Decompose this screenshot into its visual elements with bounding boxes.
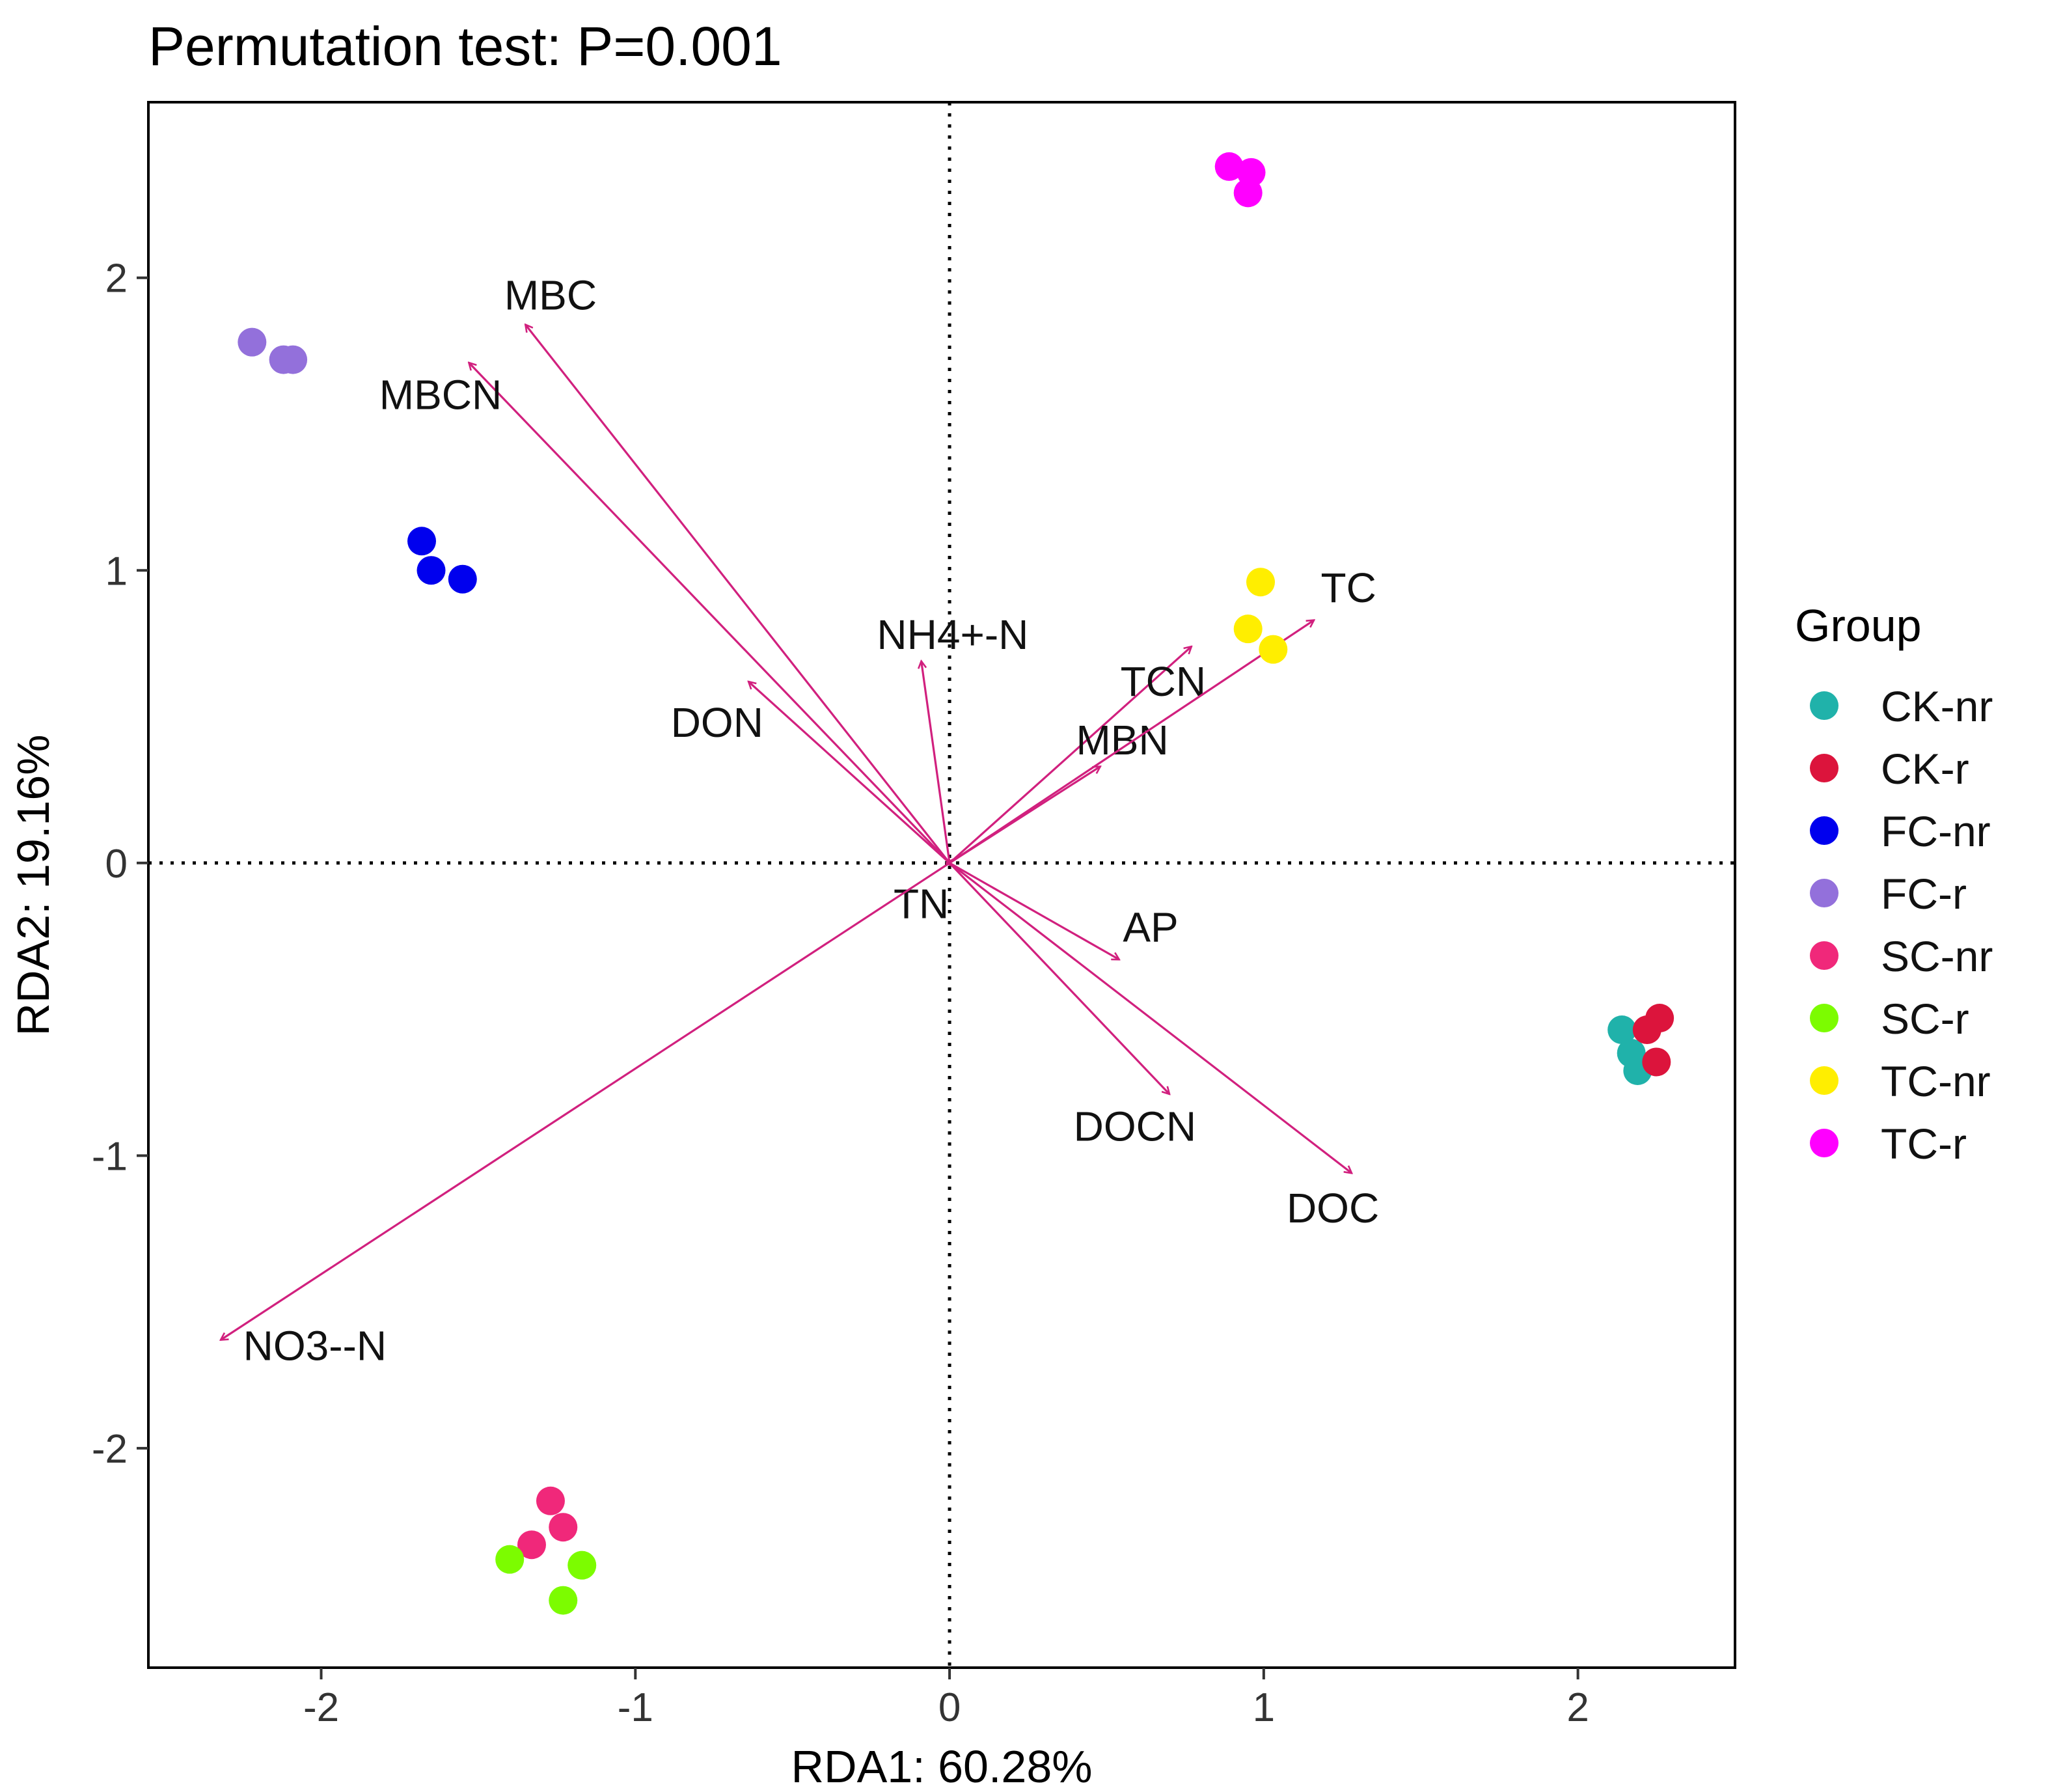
arrow-label-ap: AP [1123,904,1178,951]
x-axis-label: RDA1: 60.28% [791,1741,1092,1792]
y-axis-label: RDA2: 19.16% [8,734,59,1036]
arrow-mbc [525,325,951,864]
legend-key-sc-nr [1810,941,1838,970]
point-ck-r [1642,1047,1671,1077]
arrow-label-mbcn: MBCN [379,372,502,419]
point-fc-r [238,327,267,357]
legend-label-fc-nr: FC-nr [1881,807,1991,855]
legend-key-fc-nr [1810,816,1838,845]
point-tc-nr [1259,635,1288,664]
legend-label-tc-nr: TC-nr [1881,1057,1991,1105]
arrow-label-don: DON [671,699,763,746]
point-tc-r [1233,178,1263,208]
point-tc-nr [1233,614,1263,644]
legend-key-fc-r [1810,879,1838,907]
arrow-label-mbc: MBC [504,272,597,319]
environment-arrows: MBC MBCN NH4+-N DON TCN MBN TC TN AP DOCN DOC NO3--… [221,272,1379,1370]
arrow-doc [949,862,1352,1174]
arrow-tc [949,620,1314,864]
point-sc-nr [517,1530,546,1560]
arrow-mbcn [469,363,951,864]
arrow-ap [949,862,1119,961]
legend-key-tc-r [1810,1129,1838,1157]
point-fc-r [279,345,308,374]
x-tick-label: 2 [1566,1685,1589,1730]
y-tick-label: -2 [92,1427,128,1472]
arrow-docn [948,862,1169,1094]
y-tick-label: 1 [105,549,128,594]
legend-label-sc-r: SC-r [1881,995,1969,1043]
point-ck-r [1632,1015,1661,1045]
arrow-tcn [949,646,1192,864]
legend-key-ck-r [1810,754,1838,782]
point-fc-nr [417,556,446,585]
point-fc-nr [448,564,477,594]
legend-label-ck-r: CK-r [1881,745,1969,793]
point-sc-r [549,1586,578,1615]
x-tick-label: -2 [303,1685,339,1730]
point-sc-nr [549,1513,578,1542]
point-tc-nr [1246,568,1276,597]
point-fc-nr [407,527,437,556]
arrow-label-docn: DOCN [1074,1103,1196,1150]
y-tick-label: -1 [92,1134,128,1179]
arrow-no3-n [221,862,950,1340]
legend-key-sc-r [1810,1004,1838,1032]
arrow-label-tc: TC [1321,564,1376,611]
arrow-don [748,682,951,864]
arrow-label-nh4-n: NH4+-N [877,611,1028,658]
x-tick-label: -1 [618,1685,653,1730]
y-tick-label: 0 [105,842,128,887]
y-axis-ticks: -2 -1 0 1 2 [92,256,148,1472]
arrow-label-tn: TN [894,881,949,928]
arrow-nh4-n [922,661,951,864]
legend-label-tc-r: TC-r [1881,1120,1967,1168]
point-ck-nr [1607,1015,1637,1045]
legend-key-ck-nr [1810,691,1838,720]
x-tick-label: 0 [938,1685,961,1730]
point-sc-r [495,1545,525,1574]
legend-label-sc-nr: SC-nr [1881,932,1993,980]
point-tc-r [1214,152,1244,181]
y-tick-label: 2 [105,256,128,301]
x-tick-label: 1 [1253,1685,1275,1730]
point-sc-nr [536,1486,565,1515]
legend-label-ck-nr: CK-nr [1881,682,1993,730]
legend-items: CK-nr CK-r FC-nr FC-r SC-nr SC-r TC-nr TC-r [1810,682,1993,1168]
point-sc-r [567,1551,597,1580]
legend: Group CK-nr CK-r FC-nr FC-r SC-nr SC-r TC-nr TC… [1795,600,1993,1168]
arrow-label-tcn: TCN [1121,658,1207,705]
legend-title: Group [1795,600,1922,651]
arrow-label-doc: DOC [1287,1185,1379,1232]
plot-panel [147,101,1736,1669]
chart-title: Permutation test: P=0.001 [148,16,782,77]
sample-points [238,152,1674,1615]
x-axis-ticks: -2 -1 0 1 2 [303,1668,1589,1730]
arrow-label-no3-n: NO3--N [243,1323,387,1370]
legend-label-fc-r: FC-r [1881,870,1967,918]
legend-key-tc-nr [1810,1066,1838,1095]
arrow-label-mbn: MBN [1076,717,1168,764]
